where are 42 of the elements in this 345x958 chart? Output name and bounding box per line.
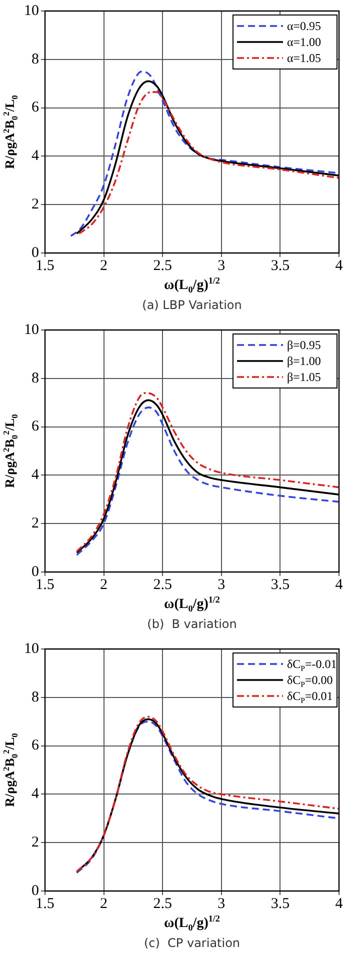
legend-label: β=1.00 bbox=[287, 354, 321, 368]
x-tick-label: 3 bbox=[218, 896, 226, 912]
x-tick-label: 2 bbox=[100, 258, 108, 274]
y-tick-label: 2 bbox=[32, 516, 39, 532]
x-tick-label: 4 bbox=[335, 258, 344, 274]
y-tick-label: 8 bbox=[32, 51, 39, 68]
y-tick-label: 4 bbox=[32, 467, 40, 484]
y-tick-label: 6 bbox=[32, 418, 40, 435]
x-tick-label: 2 bbox=[100, 576, 108, 593]
x-tick-label: 3.5 bbox=[270, 576, 290, 593]
x-tick-label: 2 bbox=[100, 896, 108, 912]
text: (a) LBP Variation bbox=[142, 298, 242, 312]
x-tick-label: 3 bbox=[218, 258, 226, 274]
y-tick-label: 8 bbox=[32, 370, 39, 386]
x-tick-label: 2.5 bbox=[153, 896, 172, 912]
legend-label: α=1.05 bbox=[287, 51, 322, 65]
y-tick-label: 10 bbox=[24, 640, 39, 657]
y-tick-label: 10 bbox=[24, 2, 39, 19]
y-axis-title: R/ρgA2B02/L0 bbox=[0, 95, 20, 169]
x-tick-label: 2.5 bbox=[153, 258, 172, 274]
x-tick-label: 3 bbox=[218, 576, 226, 593]
y-tick-label: 4 bbox=[32, 148, 40, 164]
text: (c) CP variation bbox=[144, 936, 240, 950]
y-tick-label: 10 bbox=[24, 322, 39, 338]
x-tick-label: 3.5 bbox=[270, 258, 290, 274]
y-tick-label: 6 bbox=[32, 738, 40, 754]
text: (b) B variation bbox=[147, 617, 237, 631]
legend-label: α=1.00 bbox=[287, 35, 322, 49]
y-tick-label: 8 bbox=[32, 689, 39, 706]
x-tick-label: 2.5 bbox=[153, 576, 172, 593]
y-tick-label: 6 bbox=[32, 100, 40, 116]
y-tick-label: 2 bbox=[32, 196, 39, 213]
x-tick-label: 3.5 bbox=[270, 896, 290, 912]
y-tick-label: 2 bbox=[32, 834, 39, 851]
x-tick-label: 4 bbox=[335, 896, 344, 912]
y-axis-title: R/ρgA2B02/L0 bbox=[0, 414, 20, 488]
legend-label: α=0.95 bbox=[287, 19, 322, 33]
y-axis-title: R/ρgA2B02/L0 bbox=[0, 733, 20, 807]
x-tick-label: 4 bbox=[335, 576, 344, 593]
legend-label: β=1.05 bbox=[287, 370, 321, 384]
y-tick-label: 4 bbox=[32, 786, 40, 802]
legend-label: β=0.95 bbox=[287, 338, 321, 352]
